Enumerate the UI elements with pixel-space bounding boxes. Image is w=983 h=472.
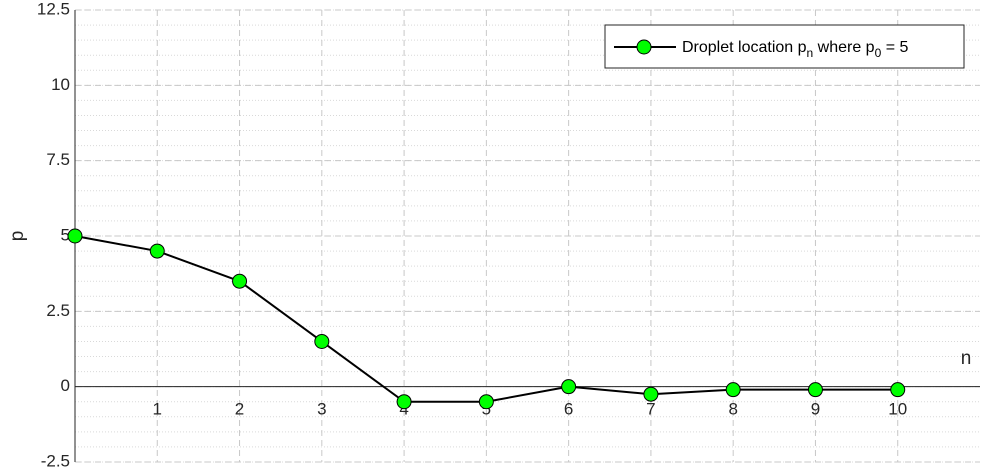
x-tick-label: 2 [235,400,244,419]
y-tick-label: 2.5 [46,301,70,320]
legend-label-mid: where p [813,39,874,56]
x-tick-label: 9 [811,400,820,419]
x-tick-label: 10 [888,400,907,419]
legend-label-sub-n: n [807,46,814,60]
legend-label-prefix: Droplet location p [682,39,807,56]
data-point [561,379,577,395]
data-point [890,382,906,398]
x-tick-label: 7 [646,400,655,419]
data-point [67,228,83,244]
x-tick-label: 6 [564,400,573,419]
x-tick-label: 1 [153,400,162,419]
major-grid [75,9,980,463]
series-group [67,228,906,410]
y-tick-label: 7.5 [46,150,70,169]
data-point [643,386,659,402]
y-tick-labels: -2.5 0 2.5 5 7.5 10 12.5 [37,0,70,470]
data-point [807,382,823,398]
data-point [314,333,330,349]
data-point [478,394,494,410]
y-tick-label: -2.5 [41,451,70,470]
legend-marker-sample [636,39,652,55]
y-axis-label: p [7,231,28,242]
x-tick-label: 8 [728,400,737,419]
y-tick-label: 0 [61,376,70,395]
data-point [149,243,165,259]
x-tick-labels: 12345678910 [153,400,908,419]
legend-label: Droplet location pn where p0 = 5 [682,39,909,60]
data-point [232,273,248,289]
y-tick-label: 10 [51,75,70,94]
legend-label-sub-0: 0 [875,46,882,60]
data-point [396,394,412,410]
legend-label-suffix: = 5 [881,39,908,56]
data-point [725,382,741,398]
y-tick-label: 12.5 [37,0,70,18]
legend: Droplet location pn where p0 = 5 [604,24,965,69]
y-tick-label: 5 [61,225,70,244]
x-axis-label: n [961,348,972,369]
x-tick-label: 3 [317,400,326,419]
